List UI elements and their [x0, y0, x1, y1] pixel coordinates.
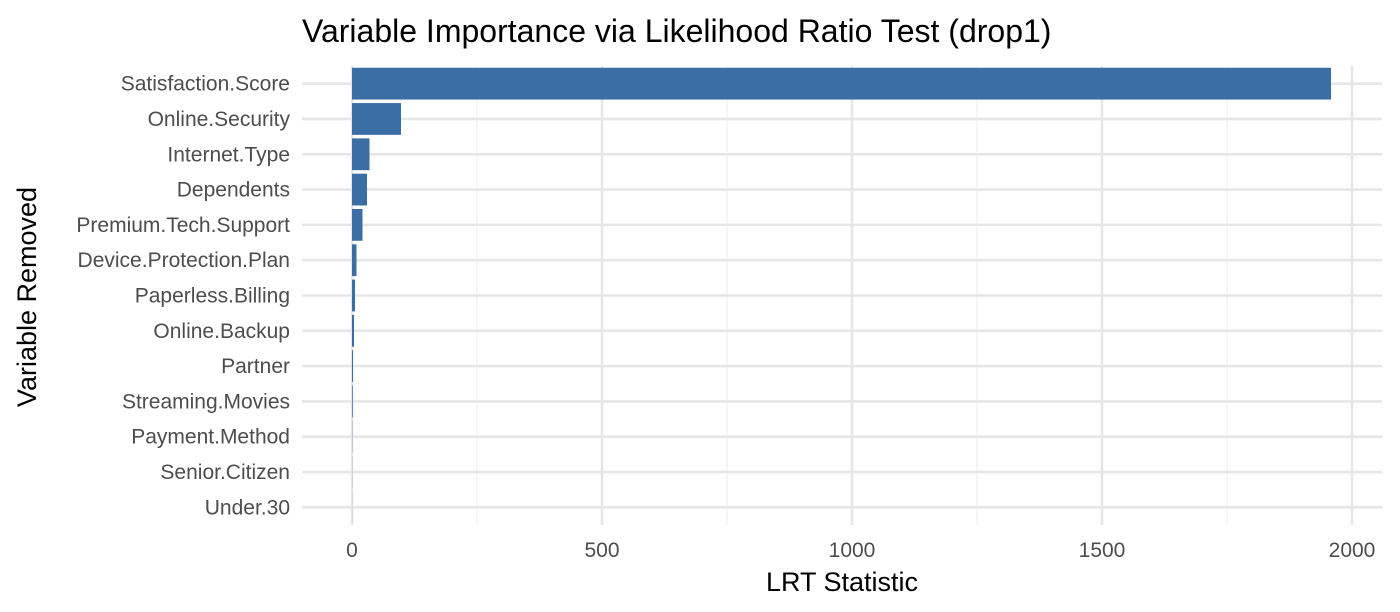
x-axis-title: LRT Statistic — [766, 567, 918, 597]
category-label: Internet.Type — [167, 143, 290, 166]
bar — [352, 173, 367, 206]
category-label: Device.Protection.Plan — [78, 249, 290, 272]
bar — [352, 350, 353, 383]
category-label: Payment.Method — [131, 426, 290, 449]
category-labels: Satisfaction.Score Online.Security Interne… — [76, 73, 290, 520]
grid-lines — [302, 66, 1382, 525]
bar — [352, 103, 401, 135]
x-tick-labels: 0 500 1000 1500 2000 — [346, 539, 1375, 562]
x-tick-label: 0 — [346, 539, 358, 562]
category-label: Streaming.Movies — [122, 390, 290, 413]
category-label: Dependents — [177, 179, 290, 202]
x-tick-label: 1500 — [1079, 539, 1126, 562]
bar — [352, 385, 353, 418]
category-label: Online.Security — [148, 108, 291, 131]
category-label: Partner — [221, 355, 290, 378]
category-label: Paperless.Billing — [135, 285, 290, 308]
bar — [352, 67, 1331, 100]
category-label: Satisfaction.Score — [121, 73, 290, 96]
category-label: Online.Backup — [153, 320, 290, 343]
bar — [352, 279, 355, 312]
category-label: Senior.Citizen — [160, 461, 290, 484]
bar — [352, 208, 363, 241]
chart-title: Variable Importance via Likelihood Ratio… — [302, 13, 1051, 49]
x-tick-label: 2000 — [1329, 539, 1376, 562]
bar — [352, 244, 357, 277]
x-tick-label: 500 — [584, 539, 619, 562]
bar — [352, 314, 354, 347]
y-axis-title: Variable Removed — [12, 187, 42, 407]
category-label: Premium.Tech.Support — [76, 214, 290, 237]
category-label: Under.30 — [205, 496, 290, 519]
bar — [352, 138, 370, 171]
x-tick-label: 1000 — [829, 539, 876, 562]
bars — [352, 67, 1331, 524]
